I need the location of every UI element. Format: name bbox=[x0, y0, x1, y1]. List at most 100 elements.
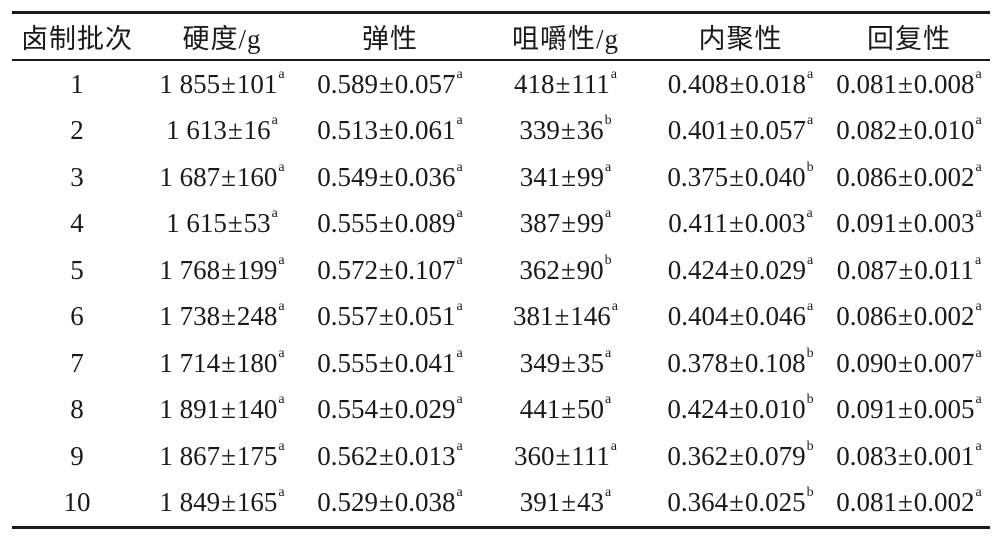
header-chewiness: 咀嚼性/g bbox=[511, 24, 619, 54]
cell-sd: 0.002 bbox=[913, 301, 975, 332]
cell-hardness: 1 615±53a bbox=[142, 201, 302, 248]
cell-mean: 0.362 bbox=[667, 440, 729, 471]
significance-letter: a bbox=[456, 299, 463, 315]
plus-minus-sign: ± bbox=[378, 115, 394, 146]
cell-resilience: 0.082±0.010a bbox=[828, 108, 990, 155]
cell-resilience: 0.086±0.002a bbox=[828, 294, 990, 341]
cell-cohesiveness: 0.375±0.040b bbox=[653, 154, 828, 201]
plus-minus-sign: ± bbox=[560, 115, 576, 146]
cell-sd: 199 bbox=[236, 254, 278, 285]
plus-minus-sign: ± bbox=[221, 254, 236, 285]
cell-sd: 0.025 bbox=[744, 487, 806, 518]
data-table: 卤制批次 硬度/g 弹性 咀嚼性/g 内聚性 回复性 bbox=[12, 14, 990, 59]
cell-mean: 0.378 bbox=[667, 347, 729, 378]
cell-mean: 1 849 bbox=[159, 487, 221, 518]
cell-mean: 0.404 bbox=[667, 301, 729, 332]
significance-letter: a bbox=[278, 299, 285, 315]
cell-batch: 2 bbox=[70, 115, 84, 146]
cell-sd: 16 bbox=[243, 115, 271, 146]
cell-sd: 0.010 bbox=[913, 115, 975, 146]
cell-resilience: 0.090±0.007a bbox=[828, 340, 990, 387]
cell-mean: 1 738 bbox=[159, 301, 221, 332]
cell-mean: 0.554 bbox=[317, 394, 378, 425]
plus-minus-sign: ± bbox=[555, 440, 571, 471]
cell-resilience: 0.091±0.005a bbox=[828, 387, 990, 434]
header-springiness: 弹性 bbox=[362, 24, 418, 54]
header-resilience: 回复性 bbox=[867, 24, 951, 54]
significance-letter: b bbox=[806, 392, 814, 408]
top-rule bbox=[12, 11, 990, 14]
cell-mean: 1 714 bbox=[159, 347, 221, 378]
significance-letter: a bbox=[278, 485, 285, 501]
plus-minus-sign: ± bbox=[729, 254, 745, 285]
cell-mean: 0.375 bbox=[667, 161, 729, 192]
significance-letter: a bbox=[605, 345, 612, 361]
header-batch: 卤制批次 bbox=[21, 24, 133, 54]
cell-springiness: 0.555±0.041a bbox=[302, 340, 478, 387]
cell-mean: 0.513 bbox=[317, 115, 378, 146]
cell-sd: 0.057 bbox=[394, 68, 456, 99]
table-row: 10 1 849±165a 0.529±0.038a 391±43a 0.364±0.0… bbox=[12, 480, 990, 527]
significance-letter: a bbox=[975, 299, 982, 315]
plus-minus-sign: ± bbox=[555, 68, 571, 99]
cell-sd: 99 bbox=[577, 161, 605, 192]
cell-springiness: 0.529±0.038a bbox=[302, 480, 478, 527]
cell-cohesiveness: 0.424±0.029a bbox=[653, 247, 828, 294]
cell-mean: 0.086 bbox=[836, 301, 897, 332]
plus-minus-sign: ± bbox=[378, 487, 394, 518]
significance-letter: a bbox=[456, 392, 463, 408]
cell-springiness: 0.555±0.089a bbox=[302, 201, 478, 248]
plus-minus-sign: ± bbox=[897, 347, 913, 378]
cell-sd: 50 bbox=[577, 394, 605, 425]
cell-sd: 0.089 bbox=[394, 208, 456, 239]
significance-letter: a bbox=[605, 392, 612, 408]
cell-sd: 0.038 bbox=[394, 487, 456, 518]
cell-mean: 0.082 bbox=[836, 115, 897, 146]
cell-sd: 0.002 bbox=[913, 161, 975, 192]
cell-batch: 1 bbox=[70, 68, 84, 99]
cell-mean: 0.411 bbox=[668, 208, 728, 239]
cell-chewiness: 341±99a bbox=[478, 154, 653, 201]
cell-chewiness: 339±36b bbox=[478, 108, 653, 155]
significance-letter: a bbox=[807, 113, 814, 129]
cell-mean: 0.401 bbox=[667, 115, 729, 146]
cell-springiness: 0.549±0.036a bbox=[302, 154, 478, 201]
cell-mean: 1 687 bbox=[159, 161, 221, 192]
cell-mean: 362 bbox=[519, 254, 560, 285]
cell-mean: 387 bbox=[519, 208, 561, 239]
plus-minus-sign: ± bbox=[378, 301, 394, 332]
cell-resilience: 0.083±0.001a bbox=[828, 433, 990, 480]
cell-resilience: 0.091±0.003a bbox=[828, 201, 990, 248]
cell-springiness: 0.557±0.051a bbox=[302, 294, 478, 341]
plus-minus-sign: ± bbox=[227, 115, 243, 146]
plus-minus-sign: ± bbox=[221, 487, 236, 518]
cell-sd: 0.040 bbox=[744, 161, 806, 192]
cell-sd: 0.061 bbox=[394, 115, 456, 146]
cell-batch: 3 bbox=[70, 161, 84, 192]
cell-sd: 180 bbox=[236, 347, 278, 378]
cell-mean: 1 867 bbox=[159, 440, 221, 471]
cell-sd: 35 bbox=[577, 347, 605, 378]
cell-sd: 53 bbox=[243, 208, 271, 239]
significance-letter: a bbox=[975, 392, 982, 408]
cell-chewiness: 362±90b bbox=[478, 247, 653, 294]
cell-hardness: 1 891±140a bbox=[142, 387, 302, 434]
cell-mean: 1 891 bbox=[159, 394, 221, 425]
plus-minus-sign: ± bbox=[897, 394, 913, 425]
header-cohesiveness: 内聚性 bbox=[698, 24, 783, 54]
significance-letter: a bbox=[975, 485, 982, 501]
significance-letter: a bbox=[278, 159, 285, 175]
plus-minus-sign: ± bbox=[221, 394, 236, 425]
significance-letter: a bbox=[456, 66, 463, 82]
cell-chewiness: 391±43a bbox=[478, 480, 653, 527]
cell-sd: 36 bbox=[576, 115, 604, 146]
cell-springiness: 0.554±0.029a bbox=[302, 387, 478, 434]
significance-letter: a bbox=[456, 252, 463, 268]
cell-cohesiveness: 0.408±0.018a bbox=[653, 61, 828, 108]
cell-chewiness: 360±111a bbox=[478, 433, 653, 480]
